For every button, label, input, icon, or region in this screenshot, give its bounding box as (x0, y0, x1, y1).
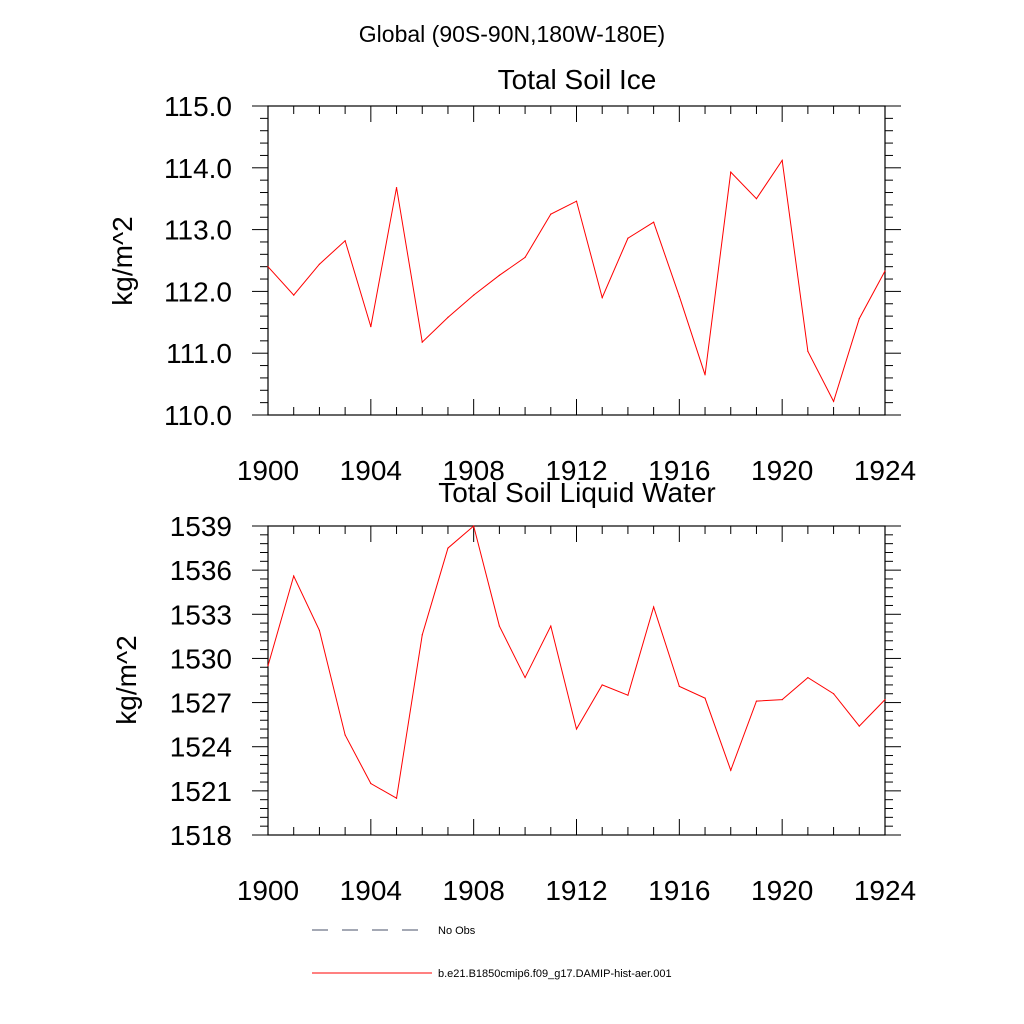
data-point (447, 316, 449, 318)
data-point (807, 350, 809, 352)
data-point (447, 547, 449, 549)
data-point (884, 270, 886, 272)
data-point (395, 797, 398, 799)
data-point (421, 634, 423, 636)
data-point (755, 700, 758, 702)
x-tick-label: 1920 (751, 455, 813, 486)
legend-label-model: b.e21.B1850cmip6.f09_g17.DAMIP-hist-aer.… (438, 968, 672, 980)
series-line (267, 525, 886, 800)
data-point (678, 685, 680, 687)
axis-tick-labels: 1900 1904 1908 1912 1916 1920 1924 1518 1521 1524… (170, 511, 916, 906)
y-tick-label: 1533 (170, 599, 232, 630)
x-tick-label: 1920 (751, 875, 813, 906)
data-point (601, 684, 603, 686)
data-point (730, 171, 732, 173)
x-tick-label: 1908 (443, 455, 505, 486)
y-tick-label: 1530 (170, 643, 232, 674)
series-marks (267, 159, 886, 403)
data-point (395, 186, 398, 189)
data-point (498, 625, 500, 627)
data-point (473, 525, 475, 527)
x-tick-label: 1916 (648, 875, 710, 906)
chart-total-soil-ice: Total Soil Ice kg/m^2 1900 1904 1908 1912 19… (107, 64, 916, 486)
x-tick-label: 1904 (340, 875, 402, 906)
data-point (267, 665, 269, 667)
data-point (293, 575, 295, 577)
y-tick-label: 1536 (170, 555, 232, 586)
data-point (344, 734, 346, 736)
data-point (884, 699, 886, 701)
legend-label-no-obs: No Obs (438, 925, 476, 937)
data-point (550, 213, 552, 215)
series-marks (267, 525, 886, 800)
data-point (730, 769, 732, 771)
data-point (421, 341, 423, 343)
series-line (267, 159, 886, 403)
y-tick-label: 112.0 (164, 276, 232, 307)
x-tick-label: 1912 (545, 455, 607, 486)
legend: No Obs b.e21.B1850cmip6.f09_g17.DAMIP-hi… (312, 925, 672, 980)
data-point (807, 676, 809, 679)
data-point (498, 274, 500, 276)
data-point (344, 240, 346, 242)
chart-title: Total Soil Liquid Water (438, 477, 716, 508)
data-point (858, 317, 860, 320)
data-point (678, 295, 680, 297)
x-tick-label: 1908 (443, 875, 505, 906)
plot-frame (267, 525, 886, 836)
data-point (473, 294, 475, 296)
data-point (370, 782, 372, 785)
axis-ticks (252, 105, 901, 416)
y-tick-label: 113.0 (164, 215, 232, 246)
x-tick-label: 1916 (648, 455, 710, 486)
data-point (293, 294, 295, 296)
data-point (318, 629, 321, 632)
axis-ticks (252, 525, 901, 836)
x-tick-label: 1900 (237, 455, 299, 486)
plot-frame (267, 105, 886, 416)
y-tick-label: 111.0 (166, 338, 232, 369)
y-tick-label: 115.0 (164, 91, 232, 122)
y-tick-label: 110.0 (164, 400, 232, 431)
x-tick-label: 1912 (545, 875, 607, 906)
data-point (524, 676, 526, 679)
data-point (627, 694, 629, 696)
y-axis-label: kg/m^2 (111, 635, 142, 724)
data-point (832, 693, 835, 695)
x-tick-label: 1924 (854, 455, 916, 486)
data-point (575, 200, 578, 202)
y-tick-label: 1524 (170, 732, 232, 763)
y-tick-label: 1521 (170, 776, 232, 807)
chart-title: Total Soil Ice (498, 64, 657, 95)
y-tick-label: 1539 (170, 511, 232, 542)
x-tick-label: 1924 (854, 875, 916, 906)
data-point (524, 256, 526, 259)
data-point (601, 296, 603, 299)
figure-header: Global (90S-90N,180W-180E) (359, 21, 665, 47)
data-point (653, 606, 655, 608)
axis-tick-labels: 1900 1904 1908 1912 1916 1920 1924 110.0 111.0 11… (164, 91, 916, 486)
y-axis-label: kg/m^2 (107, 216, 138, 305)
x-tick-label: 1904 (340, 455, 402, 486)
data-point (704, 697, 706, 699)
data-point (858, 725, 860, 727)
data-point (781, 159, 783, 161)
y-tick-label: 1518 (170, 820, 232, 851)
data-point (370, 326, 372, 328)
data-point (755, 198, 758, 200)
data-point (627, 237, 629, 239)
data-point (318, 263, 321, 265)
y-tick-label: 114.0 (164, 153, 232, 184)
data-point (704, 374, 706, 376)
data-point (832, 400, 835, 403)
data-point (781, 699, 783, 701)
y-tick-label: 1527 (170, 688, 232, 719)
x-tick-label: 1900 (237, 875, 299, 906)
data-point (267, 266, 269, 268)
data-point (575, 728, 578, 730)
data-point (653, 221, 655, 223)
chart-total-soil-liquid-water: Total Soil Liquid Water kg/m^2 1900 1904 1… (111, 477, 916, 906)
data-point (550, 625, 552, 627)
